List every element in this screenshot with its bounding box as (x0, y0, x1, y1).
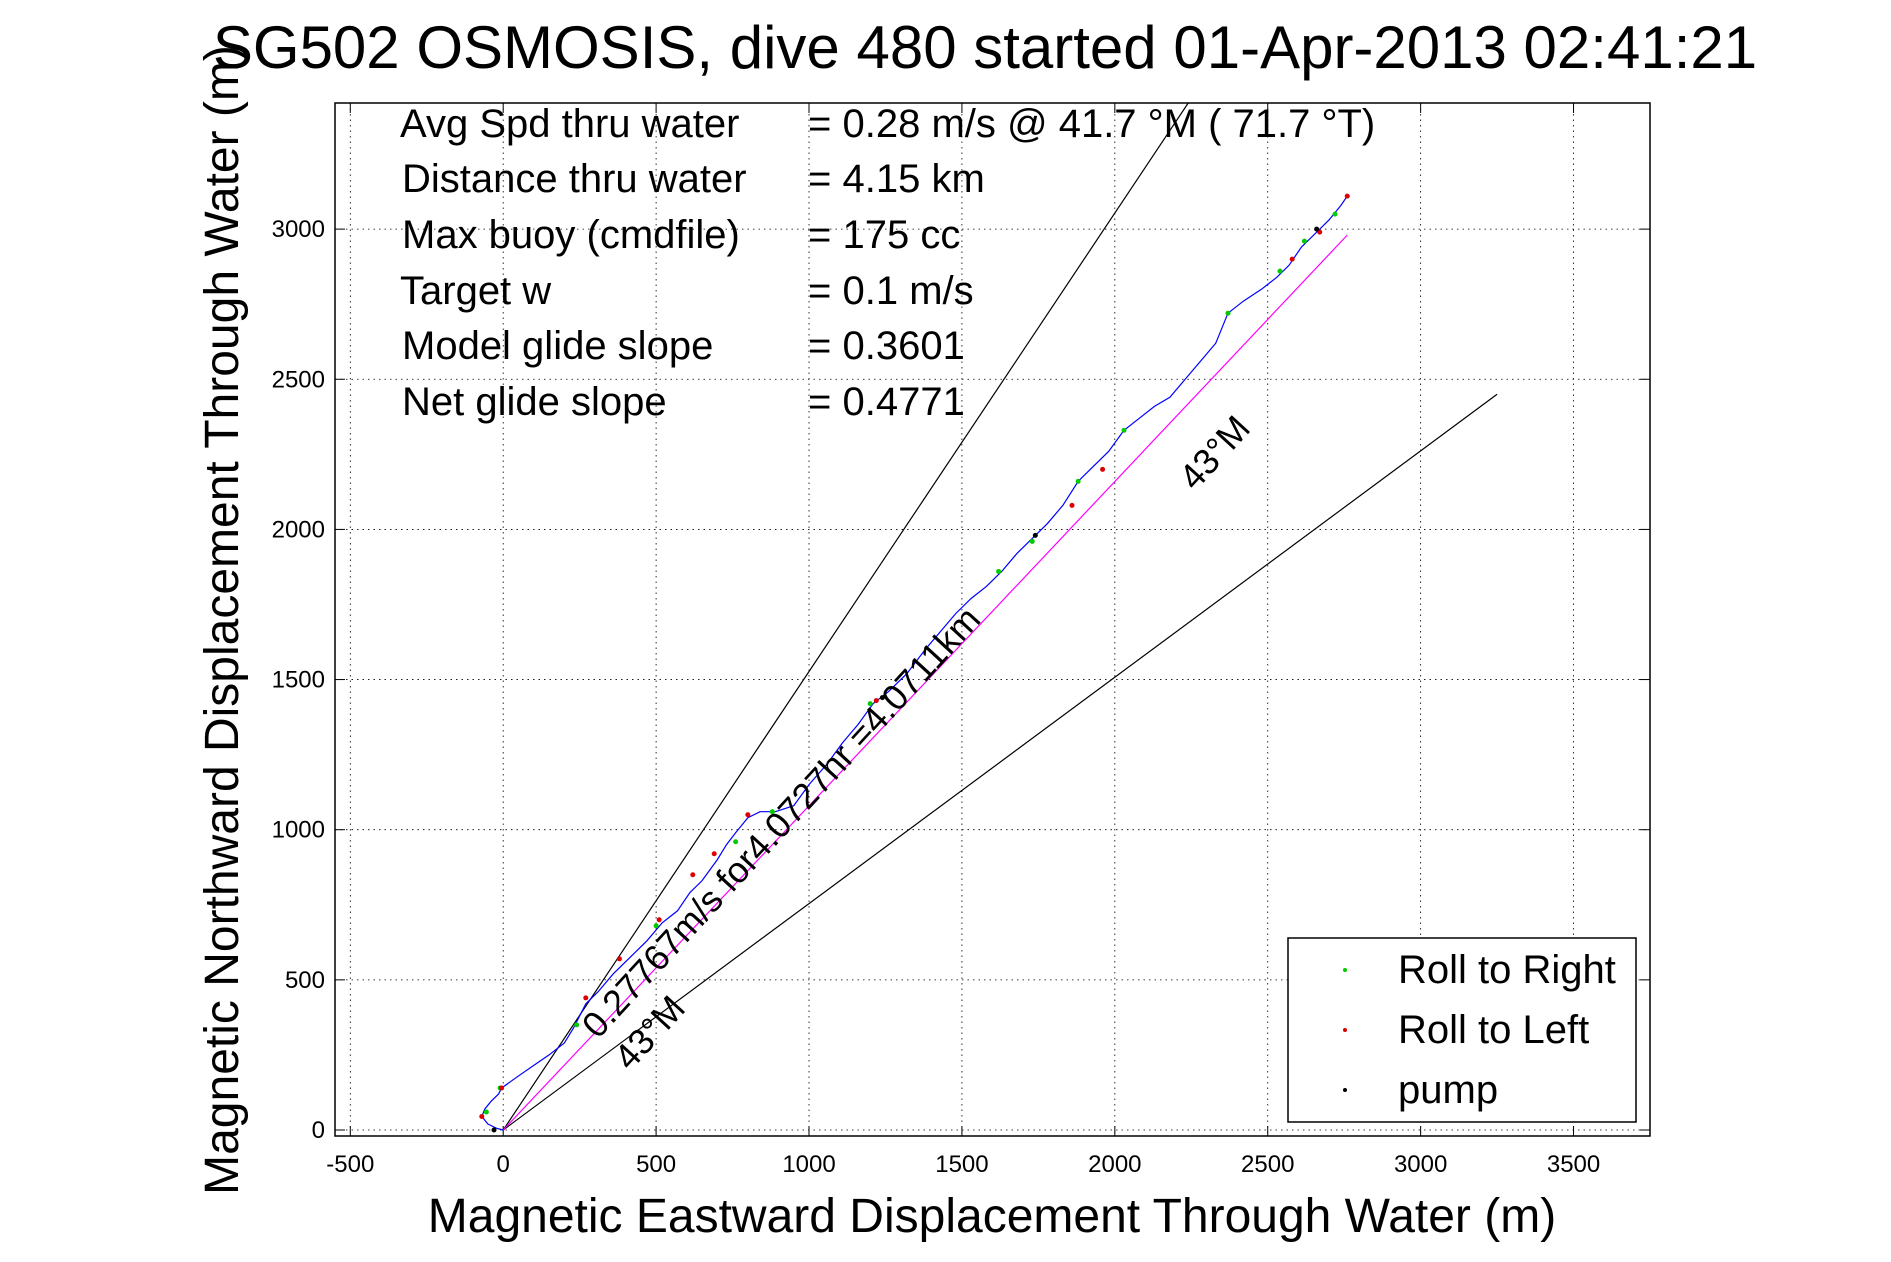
info-value-2: = 4.15 km (808, 157, 985, 201)
roll-to-right-point (1121, 427, 1127, 433)
info-label-4: Target w (400, 269, 551, 313)
roll-to-left-point (1344, 193, 1350, 199)
roll-to-left-point (616, 956, 622, 962)
roll-to-right-point (483, 1109, 489, 1115)
axis-ticks: -500 0 500 1000 1500 2000 2500 3000 350005001000… (272, 103, 1650, 1178)
info-value-5: = 0.3601 (808, 324, 965, 368)
info-label-2: Distance thru water (402, 157, 747, 201)
pump-point (491, 1127, 497, 1133)
legend-label-pump: pump (1398, 1068, 1498, 1112)
y-tick-label: 1500 (272, 667, 325, 694)
x-tick-label: 1500 (935, 1151, 988, 1178)
x-tick-label: 3500 (1547, 1151, 1600, 1178)
legend-marker-pump (1343, 1088, 1347, 1092)
roll-to-left-point (873, 698, 879, 704)
x-axis-label: Magnetic Eastward Displacement Through W… (428, 1190, 1556, 1243)
roll-to-right-point (769, 809, 775, 815)
y-tick-label: 2500 (272, 366, 325, 393)
track-markers (479, 193, 1350, 1133)
info-label-1: Avg Spd thru water (400, 102, 739, 146)
y-tick-label: 3000 (272, 216, 325, 243)
x-tick-label: 500 (636, 1151, 676, 1178)
track-series (481, 195, 1348, 1131)
x-tick-label: 1000 (782, 1151, 835, 1178)
legend-marker-roll-left (1343, 1028, 1347, 1032)
legend: Roll to Right Roll to Left pump (1287, 937, 1637, 1123)
x-tick-label: -500 (326, 1151, 374, 1178)
track-line (481, 195, 1348, 1131)
roll-to-right-point (653, 923, 659, 929)
y-tick-label: 1000 (272, 817, 325, 844)
legend-label-roll-left: Roll to Left (1398, 1008, 1589, 1052)
roll-to-right-point (733, 839, 739, 845)
x-tick-label: 3000 (1394, 1151, 1447, 1178)
roll-to-right-point (1301, 238, 1307, 244)
legend-label-roll-right: Roll to Right (1398, 948, 1616, 992)
pump-point (1314, 226, 1320, 232)
roll-to-left-point (711, 851, 717, 857)
info-label-5: Model glide slope (402, 324, 713, 368)
roll-to-right-point (996, 568, 1002, 574)
info-value-6: = 0.4771 (808, 380, 965, 424)
x-tick-label: 2500 (1241, 1151, 1294, 1178)
info-label-6: Net glide slope (402, 380, 667, 424)
roll-to-right-point (1332, 211, 1338, 217)
legend-marker-roll-right (1343, 968, 1347, 972)
roll-to-right-point (867, 701, 873, 707)
roll-to-right-point (1225, 310, 1231, 316)
y-tick-label: 0 (312, 1117, 325, 1144)
reference-line-heading-line (502, 234, 1348, 1131)
info-block: Avg Spd thru water = 0.28 m/s @ 41.7 °M … (400, 102, 1375, 424)
roll-to-right-point (1029, 538, 1035, 544)
info-value-4: = 0.1 m/s (808, 269, 974, 313)
reference-line-lower-bound (502, 393, 1498, 1131)
roll-to-left-point (1100, 466, 1106, 472)
roll-to-left-point (479, 1113, 485, 1119)
roll-to-left-point (745, 812, 751, 818)
roll-to-left-point (690, 872, 696, 878)
pump-point (1032, 532, 1038, 538)
roll-to-right-point (574, 1022, 580, 1028)
x-tick-label: 0 (497, 1151, 510, 1178)
roll-to-right-point (1277, 268, 1283, 274)
y-tick-label: 500 (285, 967, 325, 994)
y-axis-label: Magnetic Northward Displacement Through … (196, 45, 249, 1195)
chart-title: SG502 OSMOSIS, dive 480 started 01-Apr-2… (213, 14, 1757, 81)
roll-to-left-point (499, 1085, 505, 1091)
y-tick-label: 2000 (272, 516, 325, 543)
x-tick-label: 2000 (1088, 1151, 1141, 1178)
pump-point (879, 695, 885, 701)
info-value-1: = 0.28 m/s @ 41.7 °M ( 71.7 °T) (808, 102, 1375, 146)
roll-to-left-point (1317, 229, 1323, 235)
roll-to-left-point (656, 917, 662, 923)
roll-to-left-point (1069, 502, 1075, 508)
roll-to-right-point (1075, 478, 1081, 484)
roll-to-left-point (1289, 256, 1295, 262)
info-value-3: = 175 cc (808, 213, 960, 257)
roll-to-left-point (583, 995, 589, 1001)
info-label-3: Max buoy (cmdfile) (402, 213, 740, 257)
